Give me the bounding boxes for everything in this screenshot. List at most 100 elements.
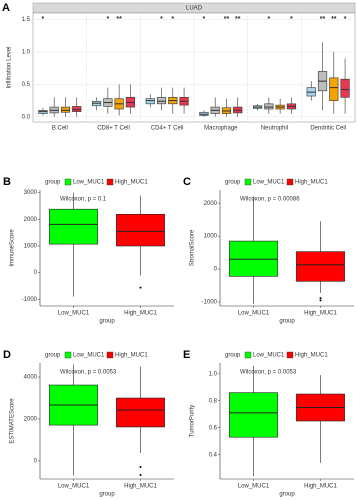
x-axis-label: group bbox=[99, 319, 115, 325]
y-tick-label: -1000 bbox=[22, 297, 38, 303]
outlier bbox=[319, 297, 322, 300]
y-tick-label: 2000 bbox=[24, 417, 38, 423]
y-axis-label: TumorPurity bbox=[190, 405, 196, 437]
x-tick-label: High_MUC1 bbox=[304, 311, 337, 317]
x-tick-label: Neutrophil bbox=[261, 126, 288, 132]
legend-swatch bbox=[244, 178, 252, 186]
significance: ** bbox=[235, 16, 241, 23]
significance: * bbox=[160, 16, 163, 23]
y-tick-label: 0 bbox=[34, 270, 38, 276]
box bbox=[329, 77, 339, 101]
legend-swatch bbox=[286, 351, 294, 359]
significance: * bbox=[106, 16, 109, 23]
box bbox=[340, 78, 350, 98]
y-tick-label: 2000 bbox=[204, 201, 218, 207]
x-tick-label: Low_MUC1 bbox=[58, 311, 90, 317]
significance: ** bbox=[116, 16, 122, 23]
x-tick-label: High_MUC1 bbox=[124, 311, 157, 317]
outlier bbox=[139, 474, 142, 477]
legend-swatch bbox=[64, 351, 72, 359]
annotation: Wilcoxon, p = 0.0053 bbox=[60, 370, 117, 376]
y-tick-label: 2000 bbox=[24, 217, 38, 223]
x-axis-label: group bbox=[279, 319, 295, 325]
y-tick-label: 0 bbox=[214, 267, 218, 273]
y-axis-label: Infiltration Level bbox=[7, 46, 13, 88]
x-tick-label: CD4+ T Cell bbox=[151, 126, 184, 132]
legend-title: group bbox=[45, 353, 61, 359]
significance: * bbox=[42, 16, 45, 23]
outlier bbox=[139, 466, 142, 469]
legend-title: group bbox=[225, 353, 241, 359]
x-tick-label: B Cell bbox=[52, 126, 68, 132]
significance: * bbox=[344, 16, 347, 23]
box bbox=[156, 97, 167, 105]
significance: * bbox=[267, 16, 270, 23]
box bbox=[296, 251, 345, 282]
box bbox=[264, 103, 274, 110]
box bbox=[229, 392, 278, 438]
annotation: Wilcoxon, p = 0.1 bbox=[60, 197, 107, 203]
legend-swatch bbox=[244, 351, 252, 359]
panel-label: D bbox=[3, 349, 11, 361]
box bbox=[145, 98, 155, 105]
significance: ** bbox=[320, 16, 326, 23]
y-tick-label: 0.5 bbox=[22, 82, 31, 88]
x-axis-label: group bbox=[99, 492, 115, 498]
significance: * bbox=[290, 16, 293, 23]
legend-label: High_MUC1 bbox=[115, 180, 148, 186]
significance: * bbox=[203, 16, 206, 23]
annotation: Wilcoxon, p = 0.00086 bbox=[240, 197, 300, 203]
plot-area bbox=[40, 190, 174, 306]
panel-label: E bbox=[183, 349, 190, 361]
x-tick-label: Dendritic Cell bbox=[310, 126, 346, 132]
y-tick-label: 1.0 bbox=[22, 50, 31, 56]
box bbox=[116, 213, 165, 247]
y-tick-label: 0.8 bbox=[209, 398, 218, 404]
x-tick-label: High_MUC1 bbox=[304, 484, 337, 490]
significance: * bbox=[171, 16, 174, 23]
y-tick-label: 1000 bbox=[204, 234, 218, 240]
legend-label: Low_MUC1 bbox=[253, 353, 285, 359]
y-tick-label: 4000 bbox=[24, 375, 38, 381]
y-tick-label: 0.0 bbox=[22, 114, 31, 120]
legend-label: Low_MUC1 bbox=[73, 180, 105, 186]
legend-label: Low_MUC1 bbox=[73, 353, 105, 359]
y-axis-label: ImmuneScore bbox=[10, 229, 16, 267]
legend-label: High_MUC1 bbox=[295, 180, 328, 186]
x-tick-label: Low_MUC1 bbox=[238, 484, 270, 490]
y-tick-label: 0.4 bbox=[209, 452, 218, 458]
y-tick-label: 1000 bbox=[24, 244, 38, 250]
strip-label: LUAD bbox=[186, 6, 203, 12]
panel-label: C bbox=[183, 176, 191, 188]
outlier bbox=[139, 286, 142, 289]
y-axis-label: ESTIMATEScore bbox=[10, 398, 16, 444]
y-tick-label: 3000 bbox=[24, 190, 38, 196]
y-tick-label: -1000 bbox=[202, 300, 218, 306]
legend-label: High_MUC1 bbox=[295, 353, 328, 359]
panel-label: A bbox=[2, 2, 10, 14]
significance: ** bbox=[224, 16, 230, 23]
x-axis-label: group bbox=[279, 492, 295, 498]
box bbox=[72, 106, 82, 112]
significance: ** bbox=[331, 16, 337, 23]
y-axis-label: StromalScore bbox=[190, 229, 196, 266]
panel-label: B bbox=[3, 176, 11, 188]
legend-title: group bbox=[45, 180, 61, 186]
x-tick-label: CD8+ T Cell bbox=[97, 126, 130, 132]
x-tick-label: Low_MUC1 bbox=[238, 311, 270, 317]
box bbox=[116, 397, 165, 428]
legend-swatch bbox=[64, 178, 72, 186]
legend-swatch bbox=[286, 178, 294, 186]
legend-label: High_MUC1 bbox=[115, 353, 148, 359]
outlier bbox=[319, 299, 322, 302]
x-tick-label: High_MUC1 bbox=[124, 484, 157, 490]
box bbox=[49, 208, 98, 245]
legend-label: Low_MUC1 bbox=[253, 180, 285, 186]
x-tick-label: Low_MUC1 bbox=[58, 484, 90, 490]
box bbox=[60, 106, 71, 113]
y-tick-label: 1.5 bbox=[22, 17, 31, 23]
x-tick-label: Macrophage bbox=[204, 126, 238, 132]
annotation: Wilcoxon, p = 0.0053 bbox=[240, 370, 297, 376]
